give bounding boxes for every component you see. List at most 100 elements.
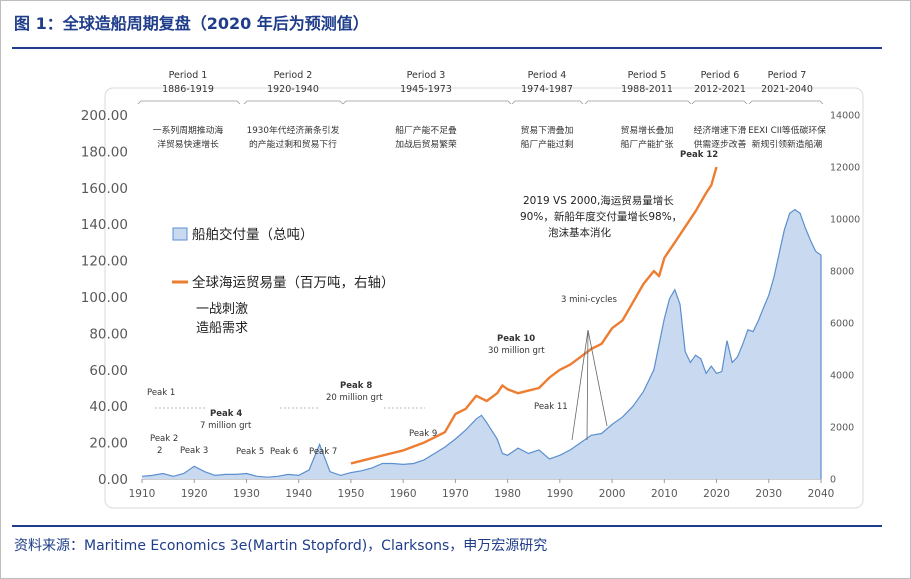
mini-cycles-arrows — [571, 329, 608, 441]
deliveries-line — [141, 208, 822, 478]
peak1-label: Peak 1 — [147, 388, 175, 398]
period-note-line2: 的产能过剩和贸易下行 — [249, 138, 337, 150]
peak3-label: Peak 3 — [180, 446, 208, 456]
x-tick-label: 2030 — [755, 488, 782, 500]
period-note-line1: 一系列周期推动海 — [153, 124, 224, 136]
x-tick-label: 1960 — [390, 488, 417, 500]
y-left-tick-label: 20.00 — [89, 436, 128, 452]
peak10-sub: 30 million grt — [488, 346, 545, 356]
period-note-line2: 新规引领新造船潮 — [752, 138, 823, 150]
peak8-label: Peak 8 — [340, 381, 372, 391]
period-label: Period 3 — [407, 70, 446, 81]
deliveries-area — [142, 209, 821, 479]
period-note-line2: 洋贸易快速增长 — [157, 138, 219, 150]
ww1-note-line2: 造船需求 — [196, 321, 248, 336]
y-left-tick-label: 80.00 — [89, 326, 128, 342]
y-right-tick-label: 4000 — [830, 371, 854, 382]
series — [141, 166, 822, 479]
y-right-tick-label: 2000 — [830, 423, 854, 434]
period-note-line1: 船厂产能不足叠 — [395, 124, 457, 136]
period-years: 1974-1987 — [521, 84, 573, 95]
peak5-label: Peak 5 — [236, 447, 264, 457]
y-left-tick-label: 60.00 — [89, 363, 128, 379]
period-years: 1886-1919 — [162, 84, 214, 95]
period-label: Period 6 — [701, 70, 740, 81]
period-years: 2012-2021 — [694, 84, 746, 95]
period-bracket — [691, 100, 748, 105]
period-bracket — [584, 100, 692, 105]
peak4-label: Peak 4 — [210, 409, 242, 419]
period-label: Period 4 — [528, 70, 567, 81]
peak4-sub: 7 million grt — [200, 421, 252, 431]
period-label: Period 7 — [768, 70, 807, 81]
ww1-note-line1: 一战刺激 — [196, 302, 248, 317]
figure-title: 图 1：全球造船周期复盘（2020 年后为预测值） — [14, 14, 369, 33]
period-note-line2: 船厂产能扩张 — [621, 138, 674, 150]
y-right-tick-label: 8000 — [830, 267, 854, 278]
period-years: 1920-1940 — [267, 84, 319, 95]
peak2-sub: 2 — [157, 446, 162, 456]
legend: 船舶交付量（总吨） 全球海运贸易量（百万吨，右轴） — [172, 226, 395, 291]
peak7-label: Peak 7 — [309, 447, 337, 457]
y-right-tick-label: 0 — [830, 475, 836, 486]
note-2019-line3: 泡沫基本消化 — [548, 226, 611, 239]
period-note-line2: 船厂产能过剩 — [521, 138, 574, 150]
period-note-line1: 贸易下滑叠加 — [521, 124, 574, 136]
period-bracket — [748, 100, 824, 105]
y-right-tick-label: 10000 — [830, 215, 860, 226]
peak9-label: Peak 9 — [409, 429, 437, 439]
period-bracket — [511, 100, 584, 105]
y-right-tick-label: 6000 — [830, 319, 854, 330]
x-tick-label: 2000 — [599, 488, 626, 500]
x-tick-label: 1950 — [338, 488, 365, 500]
period-note-line1: 1930年代经济萧条引发 — [247, 124, 340, 136]
period-label: Period 5 — [628, 70, 667, 81]
x-tick-label: 1970 — [442, 488, 469, 500]
y-right-tick-label: 12000 — [830, 163, 860, 174]
peak8-sub: 20 million grt — [326, 393, 383, 403]
y-left-tick-label: 120.00 — [81, 254, 128, 270]
period-bracket — [137, 100, 241, 105]
note-2019-line1: 2019 VS 2000,海运贸易量增长 — [523, 194, 674, 207]
mini-cycles-label: 3 mini-cycles — [561, 295, 618, 305]
peak11-label: Peak 11 — [534, 402, 568, 412]
x-tick-label: 1990 — [546, 488, 573, 500]
x-tick-label: 1930 — [233, 488, 260, 500]
period-note-line1: 经济增速下滑 — [694, 124, 747, 136]
x-tick-label: 1910 — [129, 488, 156, 500]
y-left-tick-label: 200.00 — [81, 108, 128, 124]
period-years: 1988-2011 — [621, 84, 673, 95]
y-left-tick-label: 100.00 — [81, 290, 128, 306]
period-label: Period 1 — [169, 70, 208, 81]
y-left-tick-label: 40.00 — [89, 399, 128, 415]
y-left-tick-label: 140.00 — [81, 217, 128, 233]
period-bracket — [342, 100, 512, 105]
x-tick-label: 1940 — [285, 488, 312, 500]
period-bracket — [243, 100, 344, 105]
footer-rule — [12, 525, 882, 527]
legend-label-trade: 全球海运贸易量（百万吨，右轴） — [192, 274, 395, 291]
title-rule — [12, 47, 882, 49]
y-left-tick-label: 0.00 — [98, 472, 128, 488]
y-left-tick-label: 160.00 — [81, 181, 128, 197]
peak10-label: Peak 10 — [497, 334, 535, 344]
trade-line — [350, 166, 718, 465]
legend-label-deliveries: 船舶交付量（总吨） — [192, 226, 314, 243]
x-tick-label: 2020 — [703, 488, 730, 500]
period-note-line2: 加战后贸易繁荣 — [395, 138, 457, 150]
period-note-line2: 供需逐步改善 — [694, 138, 747, 150]
x-tick-label: 1980 — [494, 488, 521, 500]
x-tick-label: 2040 — [808, 488, 835, 500]
x-tick-label: 1920 — [181, 488, 208, 500]
peak6-label: Peak 6 — [270, 447, 298, 457]
peak12-label: Peak 12 — [680, 150, 718, 160]
note-2019-line2: 90%，新船年度交付量增长98%， — [520, 210, 682, 223]
y-left-tick-label: 180.00 — [81, 144, 128, 160]
peak-labels: Peak 1 Peak 2 2 Peak 3 Peak 4 7 million … — [147, 150, 718, 457]
period-note-line1: 贸易增长叠加 — [621, 124, 674, 136]
period-years: 2021-2040 — [761, 84, 813, 95]
x-tick-label: 2010 — [651, 488, 678, 500]
axes: 1910 1920 1930 1940 1950 1960 1970 1980 1990 2000… — [81, 108, 860, 500]
period-years: 1945-1973 — [400, 84, 452, 95]
